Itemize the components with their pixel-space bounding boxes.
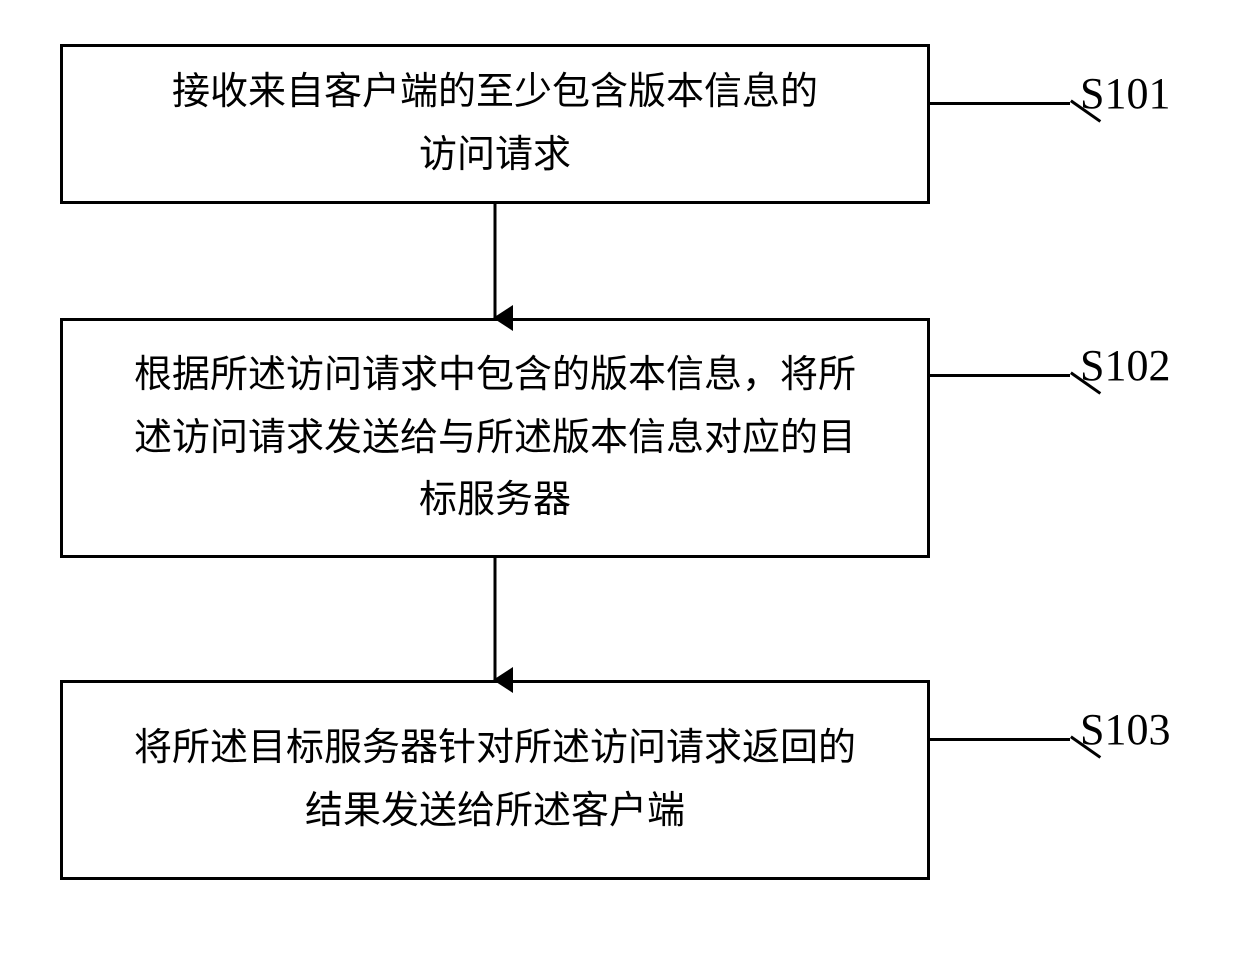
- leader-line: [930, 738, 1070, 741]
- flow-label-s103: S103: [1080, 704, 1170, 755]
- flow-node-s101: 接收来自客户端的至少包含版本信息的访问请求: [60, 44, 930, 204]
- leader-line: [930, 102, 1070, 105]
- flow-label-s102: S102: [1080, 340, 1170, 391]
- leader-line: [930, 374, 1070, 377]
- flow-node-s103: 将所述目标服务器针对所述访问请求返回的结果发送给所述客户端: [60, 680, 930, 880]
- flow-node-text: 将所述目标服务器针对所述访问请求返回的结果发送给所述客户端: [134, 717, 856, 842]
- flow-node-text: 接收来自客户端的至少包含版本信息的访问请求: [172, 61, 818, 186]
- flow-node-text: 根据所述访问请求中包含的版本信息，将所述访问请求发送给与所述版本信息对应的目标服…: [134, 344, 856, 532]
- flowchart-canvas: 接收来自客户端的至少包含版本信息的访问请求 S101 根据所述访问请求中包含的版…: [0, 0, 1240, 969]
- flow-label-s101: S101: [1080, 68, 1170, 119]
- flow-node-s102: 根据所述访问请求中包含的版本信息，将所述访问请求发送给与所述版本信息对应的目标服…: [60, 318, 930, 558]
